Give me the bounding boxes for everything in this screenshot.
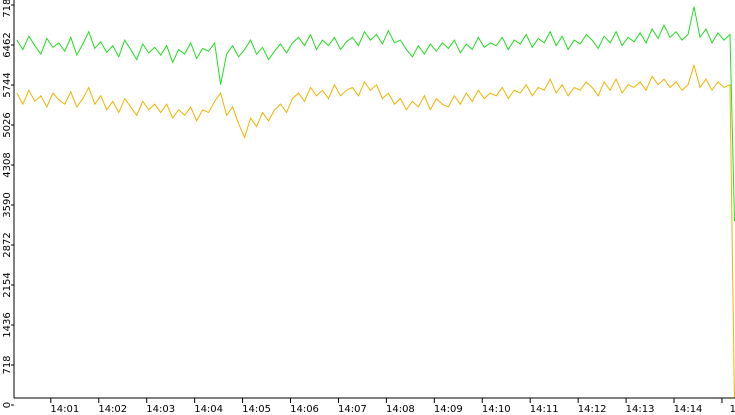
x-tick-label: 14:03 [146,404,175,415]
y-tick-label: 3590 [2,192,13,217]
y-tick-label: 1436 [2,312,13,337]
x-tick-label: 14:07 [338,404,367,415]
y-tick-label: 6462 [2,32,13,57]
x-tick-label: 14:05 [242,404,271,415]
x-tick-label: 14:12 [578,404,607,415]
x-tick-label: 14:02 [98,404,127,415]
x-tick-label: 14:10 [482,404,511,415]
x-tick-label: 14:04 [194,404,223,415]
x-tick-label: 14:01 [50,404,79,415]
x-tick-label: 14 [730,404,735,415]
y-tick-label: 5744 [2,72,13,97]
x-tick-label: 14:06 [290,404,319,415]
y-tick-label: 2154 [2,272,13,297]
y-tick-label: 718 [2,355,13,374]
series-line [16,63,735,398]
plot-area [16,6,735,398]
x-tick-label: 14:09 [434,404,463,415]
y-tick-label: 5026 [2,112,13,137]
x-tick-label: 14:08 [386,404,415,415]
x-tick-label: 14:13 [626,404,655,415]
y-tick-label: 4308 [2,152,13,177]
y-tick-label: 0 [2,402,13,408]
x-tick-label: 14:11 [530,404,559,415]
series-line [16,6,735,222]
x-tick-label: 14:14 [674,404,703,415]
y-tick-label: 2872 [2,232,13,257]
y-tick-label: 7180 [2,0,13,18]
